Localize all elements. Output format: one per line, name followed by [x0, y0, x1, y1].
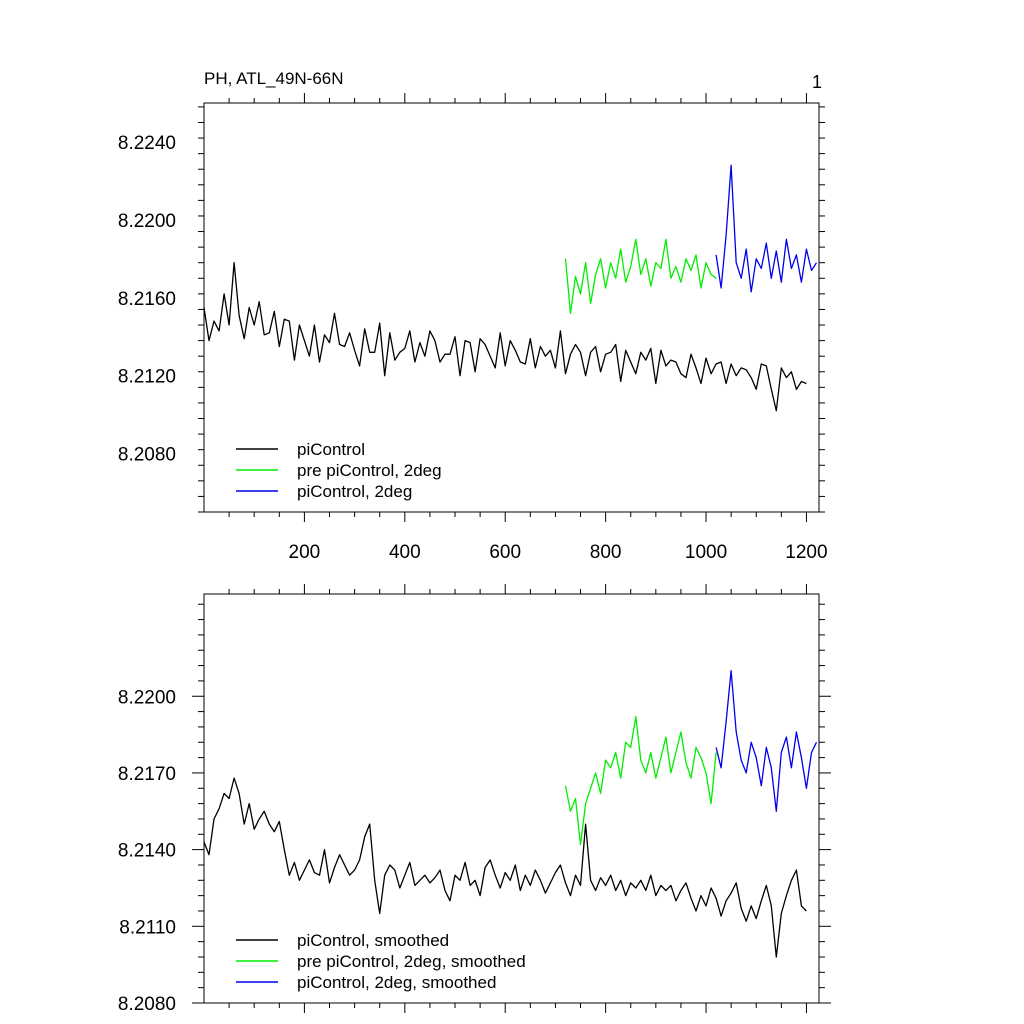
- chart-bottom: 8.2080 8.2110 8.2140 8.2170 8.2200 piControl,…: [118, 584, 831, 1015]
- legend-label: piControl, 2deg: [297, 482, 412, 501]
- series-line-0-2: [715, 164, 818, 293]
- plot-frame: [203, 593, 820, 1004]
- page-number: 1: [812, 72, 822, 92]
- y-tick-label: 8.2080: [118, 994, 176, 1015]
- legend-label: piControl: [297, 440, 365, 459]
- legend-label: pre piControl, 2deg: [297, 461, 442, 480]
- chart-top: 8.2080 8.2120 8.2160 8.2200 8.2240 200 400 600 8…: [118, 93, 828, 563]
- series-line-0-1: [564, 238, 717, 314]
- chart-title: PH, ATL_49N-66N: [204, 69, 344, 88]
- legend-label: piControl, smoothed: [297, 931, 449, 950]
- x-tick-label: 600: [489, 542, 521, 563]
- x-tick-label: 800: [590, 542, 622, 563]
- x-tick-label: 1000: [685, 542, 727, 563]
- legend-label: piControl, 2deg, smoothed: [297, 973, 496, 992]
- plot-frame: [203, 102, 820, 513]
- y-tick-label: 8.2200: [118, 687, 176, 708]
- series-line-1-1: [564, 716, 717, 846]
- y-tick-label: 8.2080: [118, 445, 176, 466]
- legend-label: pre piControl, 2deg, smoothed: [297, 952, 526, 971]
- y-tick-label: 8.2120: [118, 367, 176, 388]
- x-tick-label: 1200: [785, 542, 827, 563]
- series-line-0-0: [203, 262, 807, 412]
- y-tick-label: 8.2160: [118, 289, 176, 310]
- y-tick-label: 8.2240: [118, 133, 176, 154]
- y-tick-label: 8.2110: [119, 917, 176, 938]
- series-line-1-2: [715, 670, 818, 812]
- y-tick-label: 8.2200: [118, 211, 176, 232]
- series-line-1-0: [203, 777, 807, 958]
- y-tick-label: 8.2170: [118, 764, 176, 785]
- y-tick-label: 8.2140: [118, 841, 176, 862]
- x-tick-label: 400: [389, 542, 421, 563]
- x-tick-label: 200: [289, 542, 321, 563]
